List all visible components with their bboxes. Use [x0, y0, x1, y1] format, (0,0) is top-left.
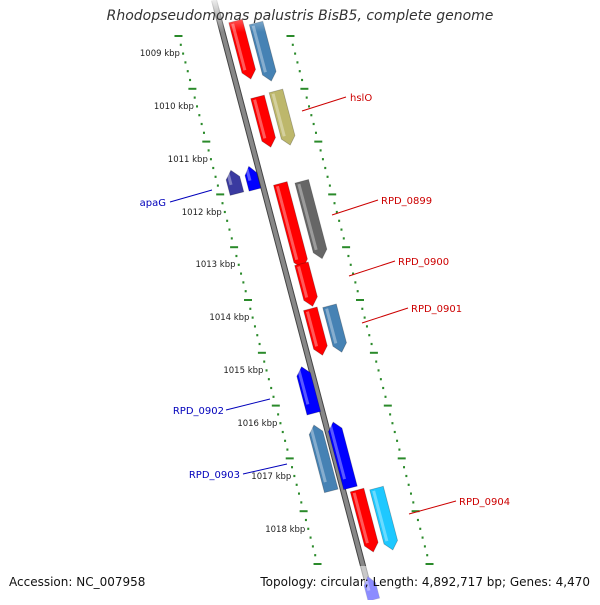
- scale-label: 1013 kbp: [195, 260, 235, 270]
- gene-label: hslO: [350, 93, 372, 104]
- gene-label-leader: [242, 463, 288, 475]
- gene-arrow: [349, 487, 379, 553]
- top-fade: [0, 0, 600, 32]
- gene-highlight: [271, 93, 286, 137]
- gene-highlight: [309, 427, 327, 483]
- gene-highlight: [226, 172, 233, 186]
- gene-label: RPD_0902: [173, 406, 224, 417]
- gene-highlight: [245, 168, 252, 181]
- gene-highlight: [305, 311, 319, 347]
- gene-highlight: [297, 183, 318, 251]
- gene-arrow: [294, 179, 328, 260]
- genome-summary-text: Topology: circular; Length: 4,892,717 bp…: [260, 575, 590, 589]
- backbone-line: [212, 0, 374, 601]
- scale-label: 1017 kbp: [251, 472, 291, 482]
- gene-label-leader: [331, 199, 379, 216]
- gene-highlight: [297, 266, 309, 298]
- accession-text: Accession: NC_007958: [9, 575, 146, 589]
- gene-highlight: [325, 308, 338, 344]
- scale-label: 1011 kbp: [168, 155, 208, 165]
- scale-label: 1012 kbp: [182, 208, 222, 218]
- scale-label: 1015 kbp: [223, 366, 263, 376]
- gene-highlight: [253, 99, 267, 139]
- gene-arrow: [328, 421, 358, 491]
- gene-arrow: [294, 261, 318, 307]
- gene-label: RPD_0903: [189, 470, 240, 481]
- scale-label: 1018 kbp: [265, 525, 305, 535]
- gene-label-leader: [301, 96, 347, 112]
- gene-label: RPD_0904: [459, 497, 510, 508]
- gene-label: RPD_0901: [411, 304, 462, 315]
- gene-arrow: [225, 169, 245, 196]
- gene-label-leader: [361, 307, 409, 324]
- gene-highlight: [297, 369, 310, 405]
- scale-label: 1010 kbp: [154, 102, 194, 112]
- gene-label-leader: [408, 500, 457, 515]
- gene-highlight: [251, 25, 267, 73]
- scale-label: 1009 kbp: [140, 49, 180, 59]
- gene-label-leader: [225, 398, 271, 411]
- gene-highlight: [275, 185, 299, 261]
- gene-arrow: [322, 303, 347, 353]
- gene-arrow: [369, 485, 398, 551]
- gene-label: RPD_0899: [381, 196, 432, 207]
- gene-label: apaG: [140, 198, 166, 209]
- scale-label: 1016 kbp: [237, 419, 277, 429]
- gene-highlight: [372, 490, 389, 542]
- gene-arrow: [303, 306, 328, 356]
- scale-label: 1014 kbp: [209, 313, 249, 323]
- gene-highlight: [352, 492, 369, 544]
- gene-label-leader: [169, 189, 213, 203]
- gene-highlight: [231, 23, 247, 71]
- gene-highlight: [328, 424, 346, 480]
- gene-features: hslO apaG RPD_0899 RPD_0900 RPD_0901 RPD_0902…: [140, 18, 510, 602]
- gene-label-leader: [348, 260, 396, 277]
- tick-marks: [174, 35, 434, 565]
- gene-arrow: [250, 94, 276, 148]
- gene-label: RPD_0900: [398, 257, 449, 268]
- bottom-fade: [0, 566, 600, 600]
- gene-arrow: [244, 165, 262, 192]
- gene-arrow: [296, 366, 322, 416]
- gene-arrow: [268, 88, 296, 146]
- gene-arrow: [308, 424, 339, 494]
- genome-title: Rhodopseudomonas palustris BisB5, comple…: [106, 8, 494, 24]
